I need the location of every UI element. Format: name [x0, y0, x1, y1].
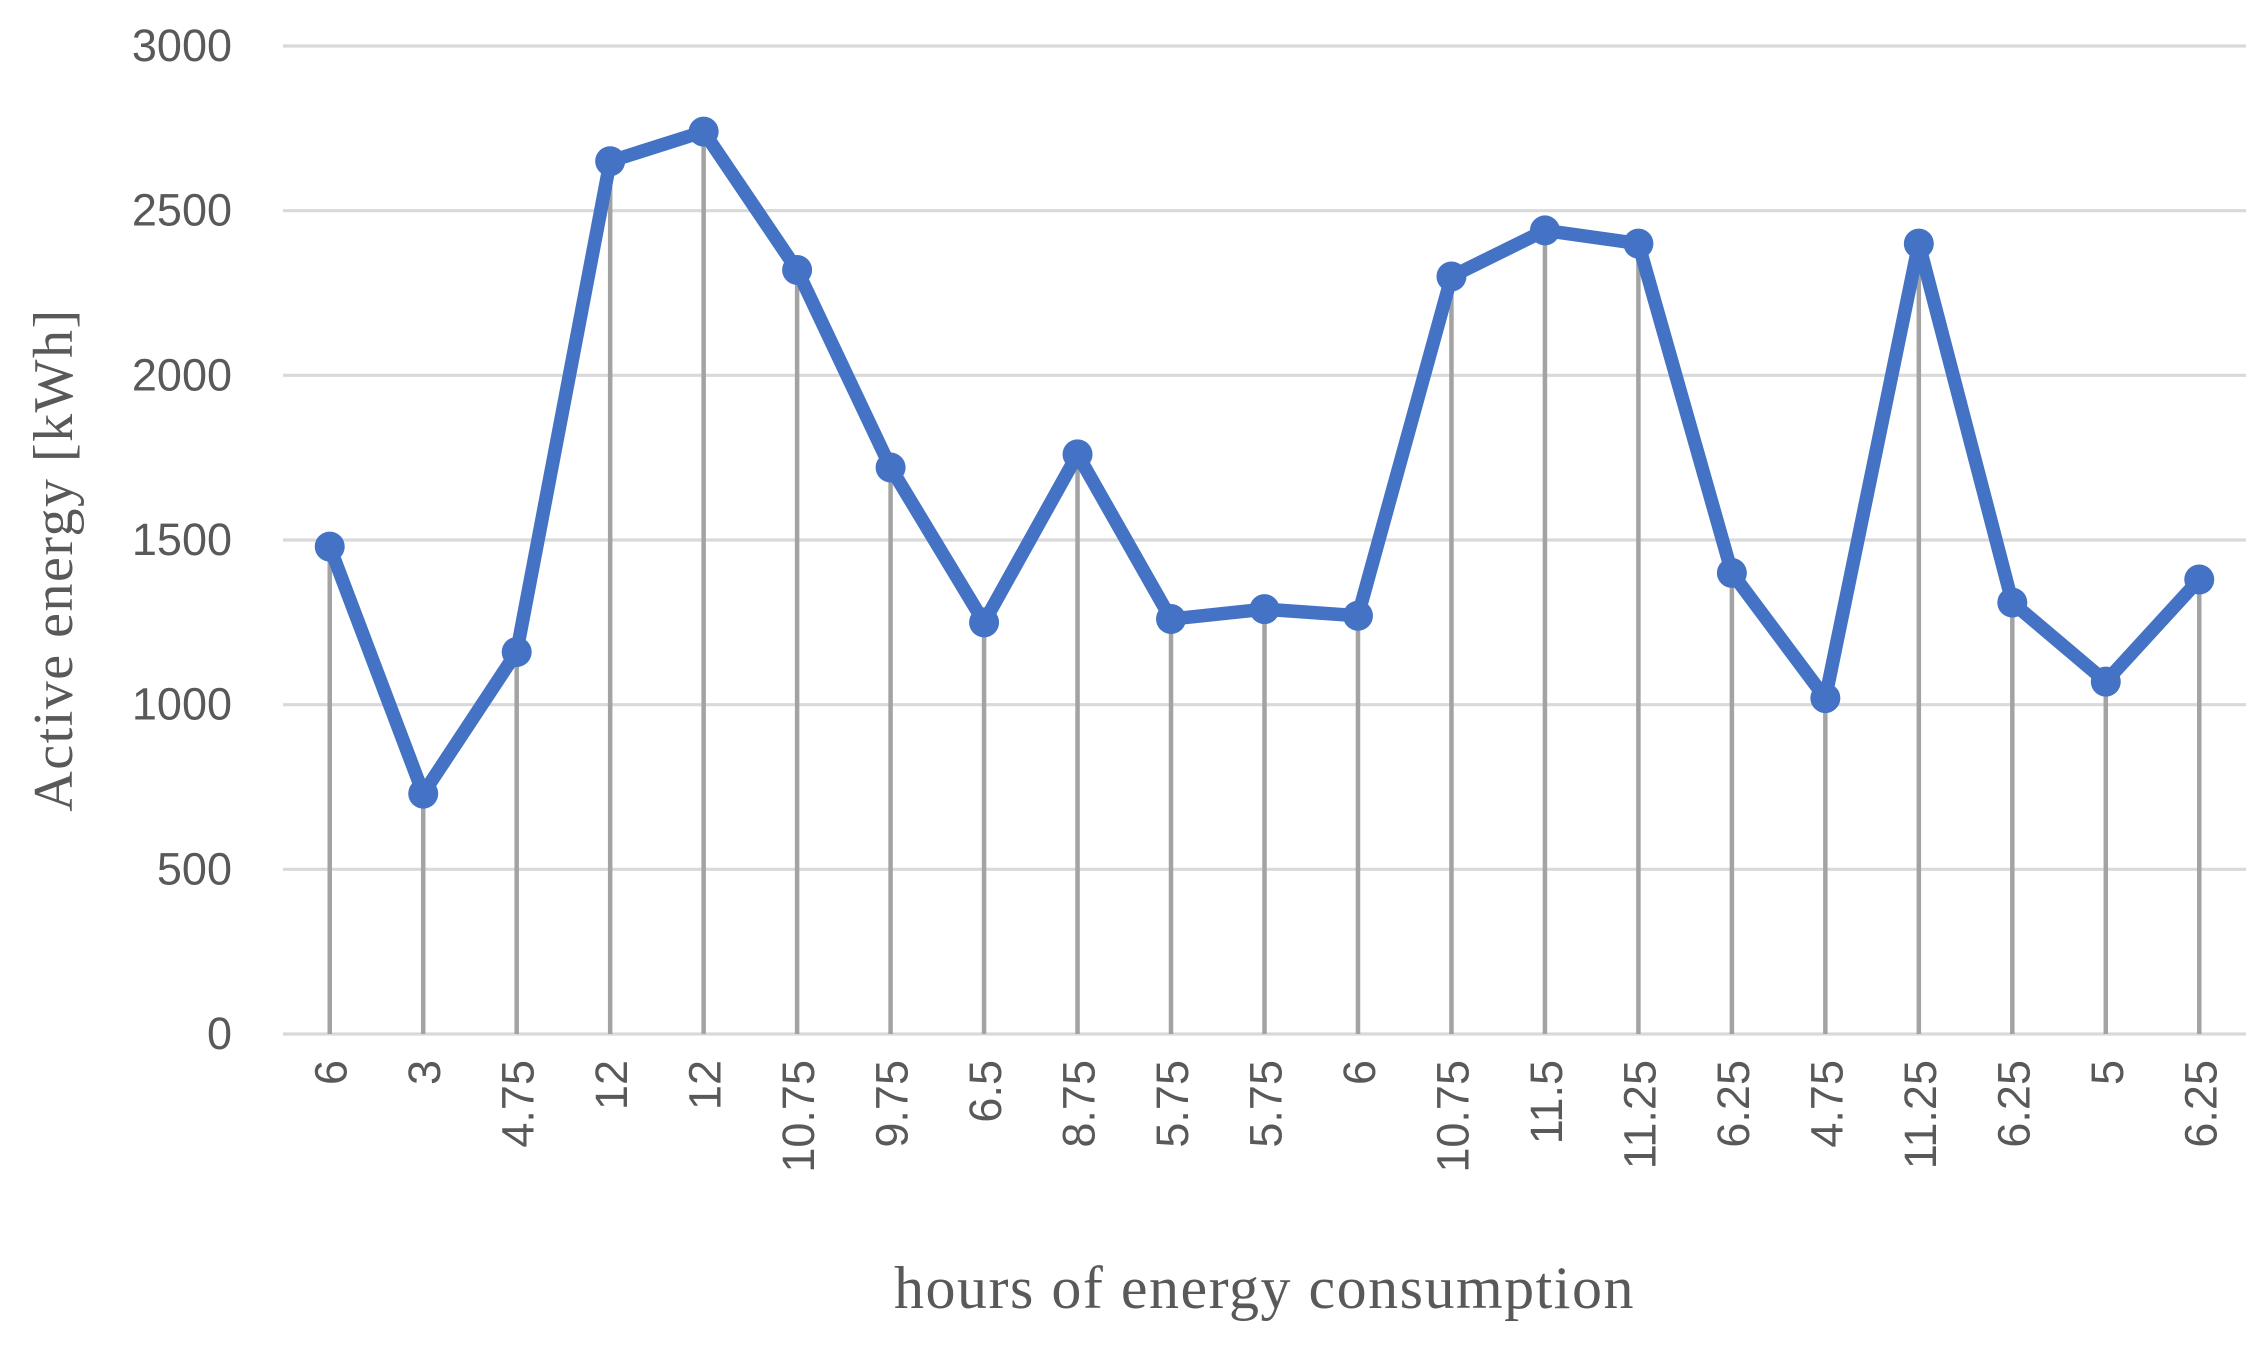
data-point-marker	[782, 254, 813, 285]
data-point-marker	[1623, 228, 1654, 259]
data-point-marker	[1436, 261, 1467, 292]
x-tick-label: 3	[399, 1060, 450, 1085]
data-point-marker	[1716, 557, 1747, 588]
x-tick-label: 12	[680, 1060, 731, 1110]
y-tick-label: 1500	[132, 514, 232, 565]
y-tick-label: 3000	[132, 20, 232, 71]
x-tick-label: 6.25	[1708, 1060, 1759, 1148]
y-axis-title: Active energy [kWh]	[23, 308, 85, 811]
y-tick-label: 1000	[132, 679, 232, 730]
data-point-marker	[1249, 594, 1280, 625]
y-tick-label: 2500	[132, 185, 232, 236]
data-point-marker	[1342, 600, 1373, 631]
x-tick-label: 5.75	[1147, 1060, 1198, 1148]
x-tick-label: 4.75	[1801, 1060, 1852, 1148]
data-point-marker	[875, 452, 906, 483]
x-tick-label: 11.5	[1521, 1060, 1572, 1144]
x-tick-label: 4.75	[493, 1060, 544, 1148]
data-point-marker	[1156, 604, 1187, 635]
x-tick-label: 11.25	[1895, 1060, 1946, 1169]
x-tick-label: 6.5	[960, 1060, 1011, 1123]
data-point-marker	[408, 778, 439, 809]
data-point-marker	[1997, 587, 2028, 618]
data-point-marker	[595, 146, 626, 177]
x-tick-label: 6	[1334, 1060, 1385, 1085]
data-point-marker	[314, 531, 345, 562]
data-point-marker	[688, 116, 719, 147]
x-tick-label: 12	[586, 1060, 637, 1110]
x-axis-title: hours of energy consumption	[894, 1255, 1635, 1321]
data-point-marker	[1062, 439, 1093, 470]
x-tick-label: 5.75	[1241, 1060, 1292, 1148]
x-tick-label: 6.25	[1988, 1060, 2039, 1148]
y-tick-label: 0	[207, 1008, 232, 1059]
x-tick-label: 10.75	[773, 1060, 824, 1173]
data-point-marker	[1810, 683, 1841, 714]
x-tick-label: 8.75	[1054, 1060, 1105, 1148]
x-tick-label: 5	[2082, 1060, 2133, 1085]
data-point-marker	[2090, 666, 2121, 697]
x-tick-label: 11.25	[1614, 1060, 1665, 1169]
data-point-marker	[1903, 228, 1934, 259]
y-tick-label: 2000	[132, 349, 232, 400]
y-tick-label: 500	[157, 843, 232, 894]
data-point-marker	[501, 636, 532, 667]
x-tick-label: 9.75	[867, 1060, 918, 1148]
data-point-marker	[969, 607, 1000, 638]
x-tick-label: 10.75	[1427, 1060, 1478, 1173]
data-point-marker	[2184, 564, 2215, 595]
data-point-marker	[1529, 215, 1560, 246]
x-tick-label: 6	[306, 1060, 357, 1085]
x-tick-label: 6.25	[2175, 1060, 2226, 1148]
